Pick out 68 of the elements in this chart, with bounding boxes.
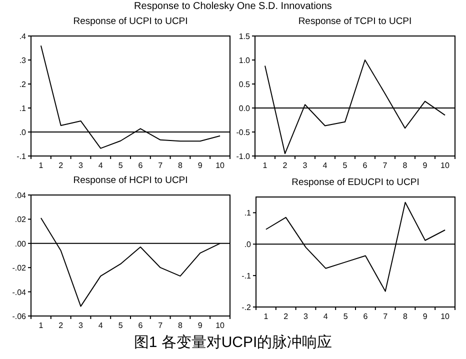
y-tick-label: 0.0 xyxy=(238,104,251,113)
caption: 图1 各变量对UCPI的脉冲响应 xyxy=(134,334,332,351)
x-tick-label: 2 xyxy=(284,312,289,321)
x-tick-label: 1 xyxy=(262,161,268,170)
x-tick-label: 4 xyxy=(323,312,328,321)
x-tick-label: 1 xyxy=(264,312,269,321)
x-tick-label: 8 xyxy=(402,161,408,170)
x-tick-label: 6 xyxy=(138,321,144,330)
y-tick-label: -.1 xyxy=(16,152,27,161)
chart-title: Response of TCPI to UCPI xyxy=(298,16,412,27)
y-tick-label: -0.5 xyxy=(236,128,251,137)
x-tick-label: 5 xyxy=(343,312,348,321)
y-tick-label: .2 xyxy=(19,80,27,89)
x-tick-label: 10 xyxy=(440,312,450,321)
x-tick-label: 6 xyxy=(362,161,368,170)
chart-title: Response of EDUCPI to UCPI xyxy=(292,177,420,188)
x-tick-label: 7 xyxy=(383,312,388,321)
x-tick-label: 2 xyxy=(282,161,288,170)
x-tick-label: 4 xyxy=(98,161,104,170)
y-tick-label: -1.0 xyxy=(236,152,251,161)
x-tick-label: 7 xyxy=(158,321,164,330)
y-tick-label: .4 xyxy=(19,32,27,41)
x-tick-label: 2 xyxy=(58,161,64,170)
y-tick-label: 1.5 xyxy=(238,32,251,41)
x-tick-label: 6 xyxy=(363,312,368,321)
y-tick-label: -.06 xyxy=(12,312,27,321)
y-tick-label: 1.0 xyxy=(238,56,251,65)
x-tick-label: 7 xyxy=(382,161,388,170)
y-tick-label: .3 xyxy=(19,56,27,65)
x-tick-label: 10 xyxy=(440,161,450,170)
x-tick-label: 1 xyxy=(38,321,44,330)
y-tick-label: 0.5 xyxy=(238,80,251,89)
x-tick-label: 4 xyxy=(98,321,104,330)
x-tick-label: 7 xyxy=(158,161,164,170)
x-tick-label: 8 xyxy=(178,161,184,170)
x-tick-label: 1 xyxy=(38,161,44,170)
y-tick-label: -.1 xyxy=(242,272,252,281)
x-tick-label: 9 xyxy=(198,321,203,330)
x-tick-label: 9 xyxy=(422,161,428,170)
x-tick-label: 2 xyxy=(58,321,64,330)
x-tick-label: 3 xyxy=(302,161,308,170)
y-tick-label: .00 xyxy=(14,239,27,248)
x-tick-label: 5 xyxy=(118,161,124,170)
y-tick-label: .1 xyxy=(19,104,27,113)
x-tick-label: 9 xyxy=(198,161,203,170)
y-tick-label: .0 xyxy=(19,128,27,137)
x-tick-label: 4 xyxy=(322,161,328,170)
y-tick-label: -.2 xyxy=(242,303,252,312)
x-tick-label: 3 xyxy=(78,161,84,170)
x-tick-label: 3 xyxy=(304,312,309,321)
x-tick-label: 8 xyxy=(403,312,408,321)
text: Response to Cholesky One S.D. Innovations xyxy=(134,1,332,12)
y-tick-label: .02 xyxy=(14,215,27,224)
y-tick-label: .0 xyxy=(244,240,252,250)
x-tick-label: 5 xyxy=(118,321,124,330)
y-tick-label: -.02 xyxy=(12,264,27,273)
y-tick-label: .04 xyxy=(14,191,27,200)
x-tick-label: 3 xyxy=(78,321,84,330)
x-tick-label: 5 xyxy=(342,161,348,170)
x-tick-label: 8 xyxy=(178,321,184,330)
x-tick-label: 9 xyxy=(422,312,428,321)
y-tick-label: .1 xyxy=(244,208,252,218)
chart-title: Response of UCPI to UCPI xyxy=(73,16,188,27)
chart-title: Response of HCPI to UCPI xyxy=(73,175,188,186)
x-tick-label: 6 xyxy=(138,161,144,170)
x-tick-label: 10 xyxy=(216,161,226,170)
x-tick-label: 10 xyxy=(216,321,226,330)
y-tick-label: -.04 xyxy=(12,288,27,297)
